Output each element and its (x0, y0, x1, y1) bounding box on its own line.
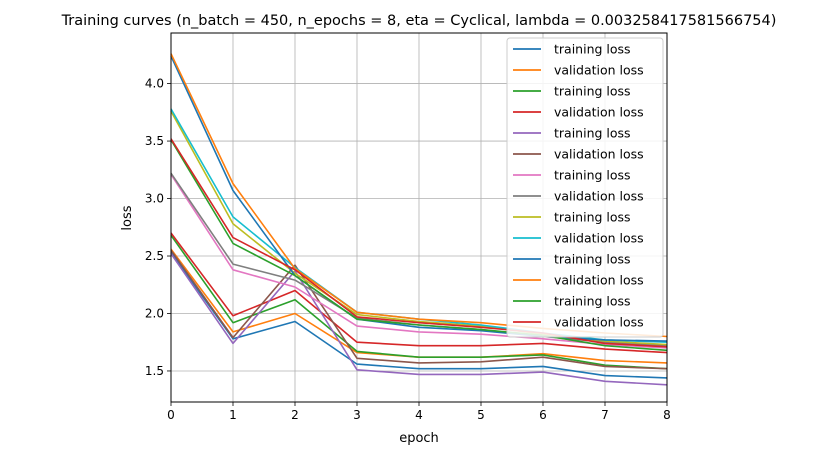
y-tick-label: 4.0 (145, 77, 164, 91)
x-tick-label: 2 (291, 408, 299, 422)
x-tick-label: 1 (229, 408, 237, 422)
y-axis-label: loss (120, 205, 135, 230)
legend-label: training loss (554, 294, 631, 309)
chart-title: Training curves (n_batch = 450, n_epochs… (61, 13, 777, 29)
x-tick-label: 4 (415, 408, 423, 422)
series-line-1 (170, 252, 668, 379)
series-lines (170, 53, 668, 386)
legend-box (506, 37, 664, 338)
legend-label: training loss (554, 210, 631, 225)
series-line-4 (170, 232, 668, 354)
x-tick-label: 8 (663, 408, 671, 422)
legend-label: training loss (554, 168, 631, 183)
x-tick-label: 3 (353, 408, 361, 422)
y-tick-label: 3.5 (145, 134, 164, 148)
legend-label: validation loss (554, 189, 644, 204)
legend-label: training loss (554, 42, 631, 57)
x-tick-label: 6 (539, 408, 547, 422)
x-axis-label: epoch (399, 431, 439, 446)
x-tick-label: 7 (601, 408, 609, 422)
legend-label: validation loss (554, 105, 644, 120)
legend-label: validation loss (554, 315, 644, 330)
series-line-11 (170, 55, 668, 342)
y-tick-label: 2.0 (145, 306, 164, 320)
legend-label: validation loss (554, 273, 644, 288)
x-tick-label: 5 (477, 408, 485, 422)
y-axis: 1.5 2.0 2.5 3.0 3.5 4.0 (145, 77, 171, 378)
legend-label: training loss (554, 252, 631, 267)
series-line-3 (170, 234, 668, 370)
series-line-6 (170, 249, 668, 370)
legend-label: validation loss (554, 63, 644, 78)
legend: training loss validation loss training los… (506, 37, 664, 338)
x-tick-label: 0 (167, 408, 175, 422)
series-line-14 (170, 138, 668, 348)
legend-label: training loss (554, 126, 631, 141)
series-line-5 (170, 253, 668, 386)
y-tick-label: 3.0 (145, 192, 164, 206)
x-axis: 0 1 2 3 4 5 6 7 8 (167, 402, 671, 422)
legend-label: validation loss (554, 231, 644, 246)
legend-label: training loss (554, 84, 631, 99)
y-tick-label: 1.5 (145, 364, 164, 378)
legend-label: validation loss (554, 147, 644, 162)
y-tick-label: 2.5 (145, 249, 164, 263)
series-line-13 (170, 139, 668, 352)
